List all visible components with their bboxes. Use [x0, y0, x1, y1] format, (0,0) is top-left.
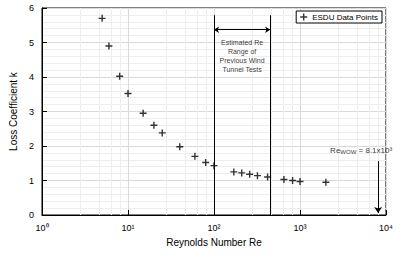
svg-text:Estimated Re: Estimated Re	[221, 39, 263, 46]
svg-text:10²: 10²	[207, 223, 220, 233]
svg-text:Previous Wind: Previous Wind	[220, 57, 265, 64]
svg-text:6: 6	[29, 3, 34, 13]
svg-text:10³: 10³	[293, 223, 306, 233]
svg-text:2: 2	[29, 141, 34, 151]
svg-text:4: 4	[29, 72, 34, 82]
svg-text:WOW: WOW	[340, 149, 356, 155]
svg-text:Loss Coefficient k: Loss Coefficient k	[8, 71, 19, 151]
svg-text:1: 1	[29, 176, 34, 186]
svg-text:= 8.1x10³: = 8.1x10³	[356, 146, 392, 155]
svg-text:10⁴: 10⁴	[379, 223, 393, 233]
svg-text:5: 5	[29, 38, 34, 48]
svg-text:Range of: Range of	[228, 48, 256, 56]
svg-text:0: 0	[29, 210, 34, 220]
svg-text:Reynolds Number Re: Reynolds Number Re	[166, 237, 262, 248]
svg-text:Tunnel Tests: Tunnel Tests	[222, 66, 262, 73]
svg-text:ESDU Data Points: ESDU Data Points	[312, 13, 378, 22]
svg-text:10¹: 10¹	[121, 223, 134, 233]
svg-text:3: 3	[29, 107, 34, 117]
svg-text:10⁰: 10⁰	[35, 223, 48, 233]
svg-text:Re: Re	[330, 146, 341, 155]
